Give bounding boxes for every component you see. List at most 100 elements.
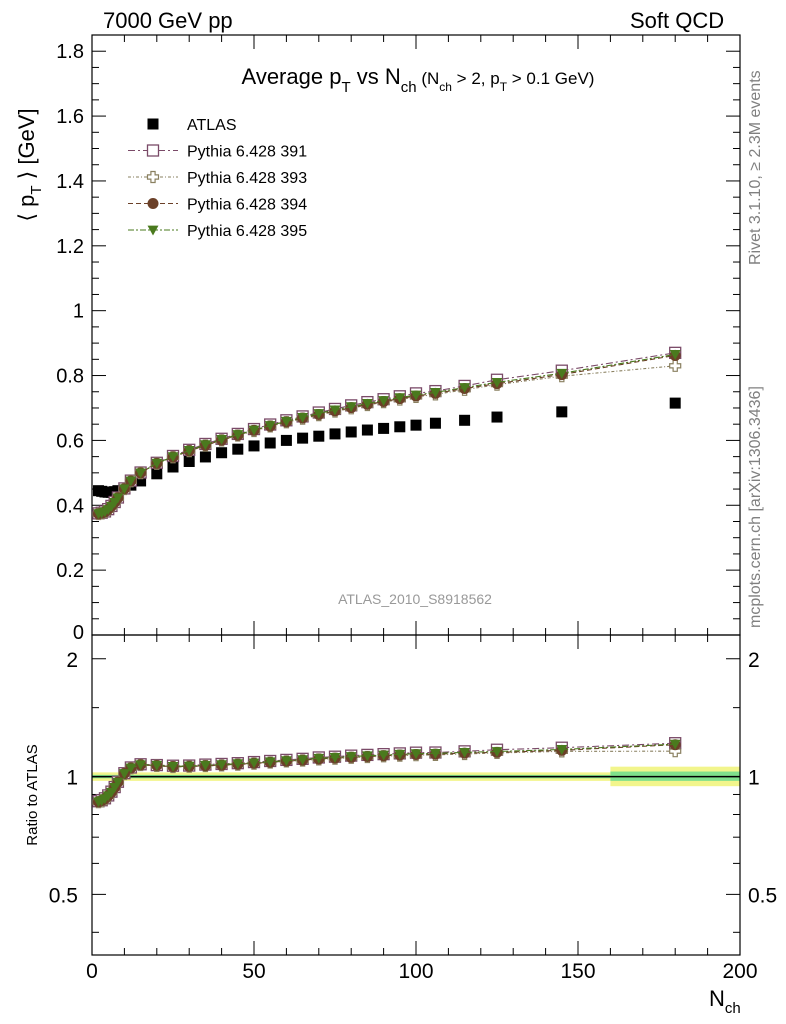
data-point	[361, 424, 373, 436]
ratio-data-point	[313, 753, 325, 764]
ratio-data-point	[264, 757, 276, 768]
data-point	[135, 475, 147, 487]
data-point	[264, 421, 276, 431]
data-point	[556, 368, 568, 379]
data-point	[345, 402, 357, 413]
legend-label: Pythia 6.428 393	[187, 170, 307, 187]
data-point	[556, 406, 568, 418]
data-point	[313, 409, 325, 419]
plot-frame	[91, 634, 741, 956]
data-point	[429, 388, 441, 398]
data-point	[394, 393, 406, 404]
data-point	[199, 440, 211, 451]
ratio-data-point	[378, 750, 390, 761]
data-point	[183, 446, 195, 456]
data-point	[216, 435, 228, 445]
data-point	[199, 451, 211, 463]
y-tick-label: 0.2	[56, 560, 84, 582]
data-point	[329, 428, 341, 440]
data-point	[125, 476, 137, 487]
data-point	[329, 405, 341, 416]
data-point	[459, 414, 471, 426]
ratio-data-point	[459, 747, 471, 758]
ratio-data-point	[394, 749, 406, 760]
ratio-y-axis-title: Ratio to ATLAS	[24, 744, 41, 845]
ratio-data-point	[199, 760, 211, 771]
x-tick-label: 0	[86, 960, 98, 983]
data-point	[183, 455, 195, 467]
ratio-y-tick-label-right: 0.5	[748, 884, 777, 907]
y-tick-label: 0.8	[56, 366, 84, 388]
y-tick-label: 0.6	[56, 430, 84, 452]
data-point	[280, 416, 292, 427]
data-point	[151, 458, 163, 469]
series-pythia-6-428-395	[92, 350, 681, 520]
legend-marker	[147, 225, 159, 236]
data-point	[167, 461, 179, 473]
x-axis-title: Nch	[709, 986, 741, 1017]
legend-marker	[146, 144, 160, 157]
data-point	[297, 432, 309, 444]
ratio-panel: 0.5 0.5 1 1 2 2 Ratio to ATLAS 0 50 100 150 200 Nch	[24, 634, 777, 1017]
data-point	[216, 447, 228, 459]
ratio-data-point	[410, 749, 422, 760]
ratio-data-point	[345, 752, 357, 763]
x-tick-label: 100	[398, 960, 433, 983]
data-point	[378, 396, 390, 407]
data-point	[394, 421, 406, 433]
legend-label: Pythia 6.428 391	[187, 144, 307, 161]
ratio-y-tick-label: 2	[66, 649, 78, 672]
analysis-watermark: ATLAS_2010_S8918562	[338, 591, 492, 607]
ratio-data-point	[135, 760, 147, 771]
ratio-data-point	[329, 753, 341, 763]
data-point	[297, 412, 309, 423]
x-tick-label: 200	[722, 960, 757, 983]
legend-marker	[147, 118, 159, 130]
data-point	[410, 419, 422, 431]
data-point	[232, 430, 244, 441]
main-panel: 0 0.2 0.4 0.6 0.8 1 1.2 1.4 1.6 1.8 ⟨ pT ⟩ [GeV] Av…	[14, 34, 741, 644]
legend-marker	[147, 198, 159, 209]
legend-label: Pythia 6.428 395	[187, 223, 307, 240]
data-point	[669, 350, 681, 360]
y-tick-label: 1.4	[56, 171, 84, 193]
ratio-y-tick-label: 1	[66, 767, 78, 790]
data-point	[280, 434, 292, 446]
y-tick-label: 1.6	[56, 106, 84, 128]
y-tick-label: 1	[73, 301, 84, 323]
legend-marker	[146, 170, 160, 184]
data-point	[135, 468, 147, 479]
ratio-data-point	[167, 761, 179, 772]
ratio-data-point	[125, 763, 137, 774]
data-point	[491, 377, 503, 388]
series-pythia-6-428-394	[92, 349, 681, 520]
data-point	[669, 397, 681, 409]
ratio-data-point	[297, 755, 309, 766]
ratio-series-pythia-6-428-391	[92, 737, 682, 808]
data-point	[429, 417, 441, 429]
ratio-data-point	[118, 769, 130, 780]
data-point	[410, 390, 422, 401]
x-tick-label: 50	[242, 960, 265, 983]
data-point	[459, 383, 471, 394]
y-tick-label: 1.8	[56, 41, 84, 63]
ratio-y-tick-label: 0.5	[49, 884, 78, 907]
ratio-data-point	[232, 759, 244, 770]
y-axis-title: ⟨ pT ⟩ [GeV]	[14, 108, 45, 221]
data-point	[491, 411, 503, 423]
chart-title: Average pT vs Nch (Nch > 2, pT > 0.1 GeV…	[242, 64, 595, 96]
ratio-y-tick-label-right: 1	[748, 767, 760, 790]
data-point	[151, 468, 163, 480]
data-point	[232, 443, 244, 455]
header-left: 7000 GeV pp	[103, 8, 233, 33]
ratio-data-point	[669, 739, 681, 750]
data-point	[669, 359, 682, 372]
ratio-data-point	[491, 747, 503, 757]
ratio-data-point	[361, 751, 373, 762]
y-tick-label: 1.2	[56, 236, 84, 258]
series-pythia-6-428-393	[92, 359, 682, 521]
series-atlas	[92, 397, 681, 498]
ratio-series-pythia-6-428-395	[92, 739, 681, 808]
ratio-data-point	[216, 760, 228, 771]
